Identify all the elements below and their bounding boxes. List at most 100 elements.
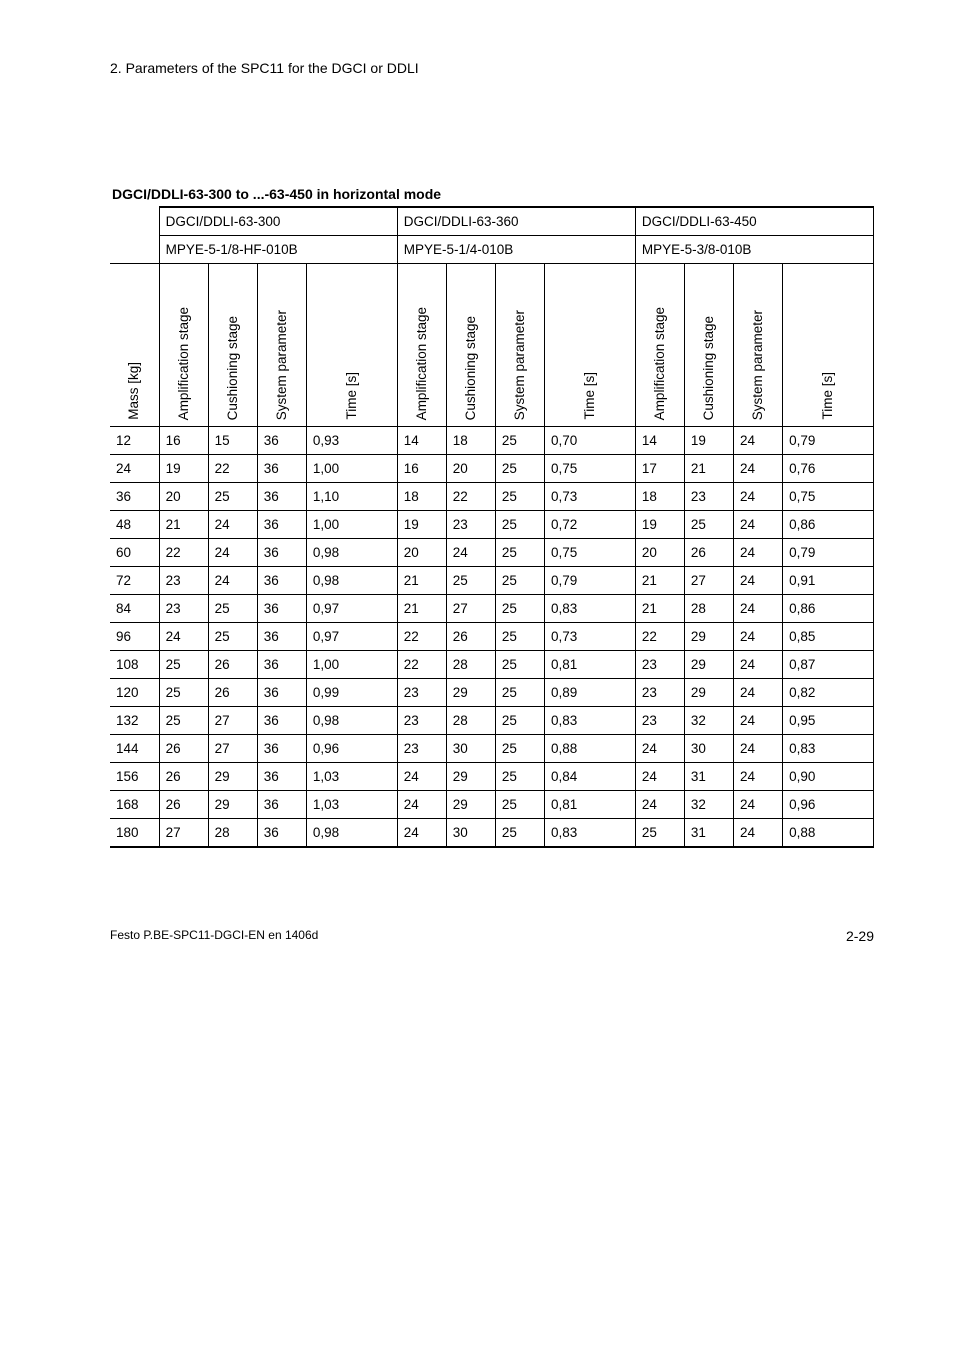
- cell: 168: [110, 791, 159, 819]
- col-cush-2: Cushioning stage: [446, 264, 495, 427]
- cell: 24: [733, 455, 782, 483]
- cell: 0,79: [544, 567, 635, 595]
- cell: 0,75: [544, 455, 635, 483]
- cell: 24: [733, 595, 782, 623]
- sub-header-3: MPYE-5-3/8-010B: [635, 236, 873, 264]
- table-row: 241922361,001620250,751721240,76: [110, 455, 874, 483]
- cell: 25: [495, 707, 544, 735]
- cell: 36: [257, 651, 306, 679]
- cell: 36: [257, 483, 306, 511]
- cell: 0,84: [544, 763, 635, 791]
- cell: 24: [208, 567, 257, 595]
- cell: 25: [208, 623, 257, 651]
- cell: 25: [495, 819, 544, 848]
- table-row: 121615360,931418250,701419240,79: [110, 427, 874, 455]
- cell: 36: [257, 791, 306, 819]
- cell: 0,82: [783, 679, 874, 707]
- cell: 0,93: [306, 427, 397, 455]
- cell: 17: [635, 455, 684, 483]
- cell: 26: [684, 539, 733, 567]
- cell: 24: [733, 763, 782, 791]
- cell: 25: [495, 595, 544, 623]
- cell: 0,86: [783, 511, 874, 539]
- cell: 29: [684, 623, 733, 651]
- cell: 180: [110, 819, 159, 848]
- cell: 24: [733, 483, 782, 511]
- cell: 24: [733, 539, 782, 567]
- cell: 23: [397, 679, 446, 707]
- cell: 29: [684, 679, 733, 707]
- cell: 18: [635, 483, 684, 511]
- cell: 0,88: [544, 735, 635, 763]
- cell: 24: [733, 623, 782, 651]
- cell: 0,98: [306, 539, 397, 567]
- col-cush-3: Cushioning stage: [684, 264, 733, 427]
- cell: 26: [208, 679, 257, 707]
- cell: 31: [684, 819, 733, 848]
- cell: 0,81: [544, 791, 635, 819]
- parameter-table: DGCI/DDLI-63-300 DGCI/DDLI-63-360 DGCI/D…: [110, 206, 874, 848]
- cell: 25: [495, 735, 544, 763]
- cell: 21: [159, 511, 208, 539]
- cell: 0,83: [544, 707, 635, 735]
- cell: 23: [684, 483, 733, 511]
- cell: 25: [495, 511, 544, 539]
- cell: 20: [397, 539, 446, 567]
- col-sys-1: System parameter: [257, 264, 306, 427]
- col-amp-2: Amplification stage: [397, 264, 446, 427]
- cell: 0,70: [544, 427, 635, 455]
- cell: 24: [208, 511, 257, 539]
- cell: 16: [397, 455, 446, 483]
- cell: 36: [257, 763, 306, 791]
- cell: 25: [495, 679, 544, 707]
- cell: 0,85: [783, 623, 874, 651]
- cell: 23: [635, 651, 684, 679]
- cell: 36: [257, 539, 306, 567]
- cell: 25: [495, 763, 544, 791]
- cell: 21: [635, 567, 684, 595]
- cell: 27: [159, 819, 208, 848]
- cell: 16: [159, 427, 208, 455]
- table-row: 1442627360,962330250,882430240,83: [110, 735, 874, 763]
- cell: 25: [159, 707, 208, 735]
- cell: 27: [684, 567, 733, 595]
- cell: 24: [635, 735, 684, 763]
- cell: 24: [733, 735, 782, 763]
- group-header-1: DGCI/DDLI-63-300: [159, 207, 397, 236]
- cell: 25: [495, 651, 544, 679]
- cell: 0,97: [306, 595, 397, 623]
- table-row: 482124361,001923250,721925240,86: [110, 511, 874, 539]
- cell: 25: [495, 567, 544, 595]
- cell: 32: [684, 791, 733, 819]
- cell: 23: [397, 735, 446, 763]
- cell: 24: [733, 679, 782, 707]
- cell: 31: [684, 763, 733, 791]
- table-row: 1082526361,002228250,812329240,87: [110, 651, 874, 679]
- col-amp-3: Amplification stage: [635, 264, 684, 427]
- sub-header-1: MPYE-5-1/8-HF-010B: [159, 236, 397, 264]
- cell: 0,75: [544, 539, 635, 567]
- cell: 20: [635, 539, 684, 567]
- cell: 30: [446, 819, 495, 848]
- cell: 20: [446, 455, 495, 483]
- table-row: 1562629361,032429250,842431240,90: [110, 763, 874, 791]
- table-title: DGCI/DDLI-63-300 to ...-63-450 in horizo…: [110, 186, 874, 202]
- cell: 0,72: [544, 511, 635, 539]
- cell: 26: [159, 763, 208, 791]
- cell: 108: [110, 651, 159, 679]
- cell: 25: [635, 819, 684, 848]
- cell: 29: [208, 763, 257, 791]
- table-row: 1682629361,032429250,812432240,96: [110, 791, 874, 819]
- cell: 36: [257, 735, 306, 763]
- table-row: 362025361,101822250,731823240,75: [110, 483, 874, 511]
- cell: 0,96: [783, 791, 874, 819]
- col-sys-3: System parameter: [733, 264, 782, 427]
- col-time-1: Time [s]: [306, 264, 397, 427]
- cell: 28: [446, 707, 495, 735]
- cell: 22: [159, 539, 208, 567]
- table-row: 602224360,982024250,752026240,79: [110, 539, 874, 567]
- cell: 12: [110, 427, 159, 455]
- cell: 14: [635, 427, 684, 455]
- cell: 0,89: [544, 679, 635, 707]
- cell: 25: [495, 427, 544, 455]
